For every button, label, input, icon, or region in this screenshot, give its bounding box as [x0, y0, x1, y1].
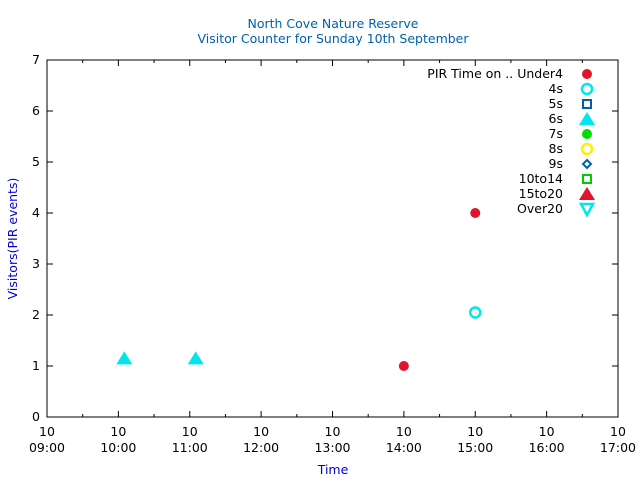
data-point — [398, 361, 409, 371]
data-points — [116, 208, 482, 371]
x-tick-label-day: 10 — [182, 424, 198, 439]
legend-label: 5s — [549, 96, 563, 111]
legend-marker — [579, 187, 595, 200]
legend-label: 15to20 — [519, 186, 563, 201]
x-tick-label-time: 10:00 — [100, 440, 136, 455]
legend-marker — [580, 142, 594, 156]
y-tick-label: 4 — [32, 205, 40, 220]
data-point — [116, 351, 133, 365]
x-tick-label-day: 10 — [253, 424, 269, 439]
x-tick-label-day: 10 — [396, 424, 412, 439]
x-tick-label-time: 09:00 — [29, 440, 65, 455]
plot-frame — [46, 59, 619, 418]
x-tick-label-time: 14:00 — [386, 440, 422, 455]
legend-marker — [579, 112, 595, 125]
data-point — [470, 208, 481, 218]
chart-title: North Cove Nature Reserve — [248, 16, 419, 31]
x-tick-label-day: 10 — [539, 424, 555, 439]
x-tick-label-day: 10 — [39, 424, 55, 439]
legend-marker — [580, 82, 594, 96]
x-axis-label: Time — [317, 462, 349, 477]
legend-label: 8s — [549, 141, 563, 156]
x-tick-label-day: 10 — [110, 424, 126, 439]
x-tick-label-time: 17:00 — [600, 440, 636, 455]
x-tick-label-day: 10 — [325, 424, 341, 439]
y-axis-label: Visitors(PIR events) — [5, 178, 20, 300]
legend-marker — [578, 202, 596, 218]
x-tick-label-time: 15:00 — [457, 440, 493, 455]
legend-marker — [582, 174, 592, 184]
data-point — [187, 351, 204, 365]
legend-label: PIR Time on .. Under4 — [427, 66, 563, 81]
y-tick-label: 3 — [32, 256, 40, 271]
legend-marker — [582, 129, 592, 139]
x-tick-label-time: 12:00 — [243, 440, 279, 455]
chart-subtitle: Visitor Counter for Sunday 10th Septembe… — [197, 31, 469, 46]
x-tick-label-time: 11:00 — [172, 440, 208, 455]
legend-label: 9s — [549, 156, 563, 171]
plot-area — [46, 59, 619, 418]
axis-ticks: 012345671009:001010:001011:001012:001013… — [29, 52, 636, 455]
x-tick-label-day: 10 — [610, 424, 626, 439]
legend-label: 6s — [549, 111, 563, 126]
y-tick-label: 2 — [32, 307, 40, 322]
y-tick-label: 6 — [32, 103, 40, 118]
legend-label: Over20 — [517, 201, 563, 216]
legend: PIR Time on .. Under44s5s6s7s8s9s10to141… — [427, 66, 596, 218]
y-tick-label: 0 — [32, 409, 40, 424]
legend-label: 4s — [549, 81, 563, 96]
legend-label: 10to14 — [519, 171, 563, 186]
legend-marker — [582, 99, 592, 109]
legend-marker — [581, 158, 593, 170]
y-tick-label: 5 — [32, 154, 40, 169]
x-tick-label-time: 16:00 — [529, 440, 565, 455]
legend-marker — [582, 69, 592, 79]
x-tick-label-day: 10 — [467, 424, 483, 439]
legend-label: 7s — [549, 126, 563, 141]
y-tick-label: 1 — [32, 358, 40, 373]
y-tick-label: 7 — [32, 52, 40, 67]
x-tick-label-time: 13:00 — [314, 440, 350, 455]
data-point — [469, 306, 482, 319]
